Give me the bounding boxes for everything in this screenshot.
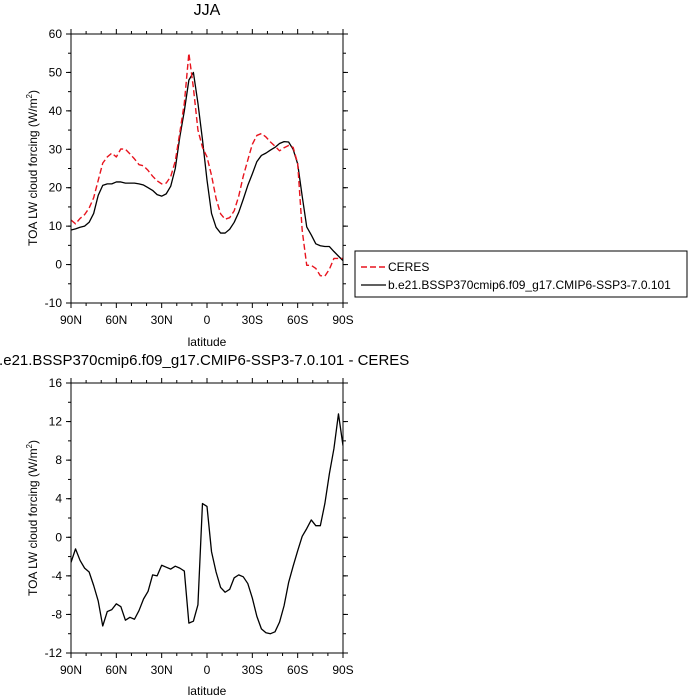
top-y-tick-label: 0: [55, 258, 62, 272]
top-x-axis-label: latitude: [188, 335, 227, 349]
top-series-line-model: [71, 71, 343, 262]
bottom-y-tick-label: 12: [49, 415, 63, 429]
bottom-series-layer: [71, 413, 343, 635]
bottom-y-tick-label: -4: [51, 569, 62, 583]
legend-label-model: b.e21.BSSP370cmip6.f09_g17.CMIP6-SSP3-7.…: [388, 278, 671, 292]
top-x-tick-label: 30N: [151, 313, 173, 327]
bottom-x-axis: 90N 60N 30N 0 30S 60S 90S: [60, 378, 354, 677]
bottom-y-axis-label: TOA LW cloud forcing (W/m2): [25, 440, 40, 596]
bottom-y-tick-label: 0: [55, 530, 62, 544]
bottom-y-tick-label: 4: [55, 492, 62, 506]
bottom-x-tick-label: 90S: [332, 663, 353, 677]
bottom-y-axis-label-sup: 2: [25, 443, 34, 448]
bottom-x-axis-label: latitude: [188, 684, 227, 698]
legend-box: [354, 250, 688, 298]
top-x-tick-label: 90N: [60, 313, 82, 327]
top-y-tick-label: 10: [49, 219, 63, 233]
bottom-plot-frame: [70, 382, 344, 654]
top-y-tick-label: 40: [49, 104, 63, 118]
legend: CERES b.e21.BSSP370cmip6.f09_g17.CMIP6-S…: [354, 250, 688, 298]
bottom-x-tick-label: 60N: [105, 663, 127, 677]
top-series-line-ceres: [71, 52, 343, 277]
top-y-axis-label-end: ): [26, 90, 40, 94]
top-y-tick-label: 60: [49, 27, 63, 41]
top-plot-frame: [70, 33, 344, 304]
top-x-tick-label: 60S: [287, 313, 308, 327]
bottom-x-tick-label: 60S: [287, 663, 308, 677]
top-x-axis: 90N 60N 30N 0 30S 60S 90S: [60, 29, 354, 327]
bottom-x-tick-label: 90N: [60, 663, 82, 677]
top-y-axis-label-sup: 2: [25, 93, 34, 98]
top-chart: JJA -10 0 10 20 30 40 50 60 90N 60N 30N 0 30S 60S 90S…: [25, 2, 688, 349]
top-y-axis-label-main: TOA LW cloud forcing (W/m: [26, 98, 40, 246]
bottom-chart: b.e21.BSSP370cmip6.f09_g17.CMIP6-SSP3-7.…: [0, 352, 409, 698]
bottom-y-tick-label: 16: [49, 376, 63, 390]
bottom-y-tick-label: -8: [51, 607, 62, 621]
top-series-layer: [71, 52, 343, 277]
top-y-tick-label: 20: [49, 181, 63, 195]
top-y-tick-label: -10: [45, 296, 63, 310]
top-x-tick-label: 0: [204, 313, 211, 327]
top-y-tick-label: 50: [49, 65, 63, 79]
top-x-tick-label: 30S: [242, 313, 263, 327]
bottom-series-line-model: [71, 413, 343, 635]
legend-label-ceres: CERES: [388, 260, 429, 274]
top-x-tick-label: 60N: [105, 313, 127, 327]
top-y-axis-label: TOA LW cloud forcing (W/m2): [25, 90, 40, 246]
bottom-chart-title: b.e21.BSSP370cmip6.f09_g17.CMIP6-SSP3-7.…: [0, 352, 409, 369]
bottom-y-axis: -12 -8 -4 0 4 8 12 16: [45, 376, 348, 660]
bottom-x-tick-label: 0: [204, 663, 211, 677]
bottom-y-axis-label-main: TOA LW cloud forcing (W/m: [26, 448, 40, 596]
top-x-tick-label: 90S: [332, 313, 353, 327]
bottom-x-tick-label: 30N: [151, 663, 173, 677]
bottom-x-tick-label: 30S: [242, 663, 263, 677]
top-chart-title: JJA: [194, 2, 221, 19]
bottom-y-tick-label: 8: [55, 453, 62, 467]
top-y-axis: -10 0 10 20 30 40 50 60: [45, 27, 348, 310]
bottom-y-tick-label: -12: [45, 646, 63, 660]
bottom-y-axis-label-end: ): [26, 440, 40, 444]
top-y-tick-label: 30: [49, 142, 63, 156]
